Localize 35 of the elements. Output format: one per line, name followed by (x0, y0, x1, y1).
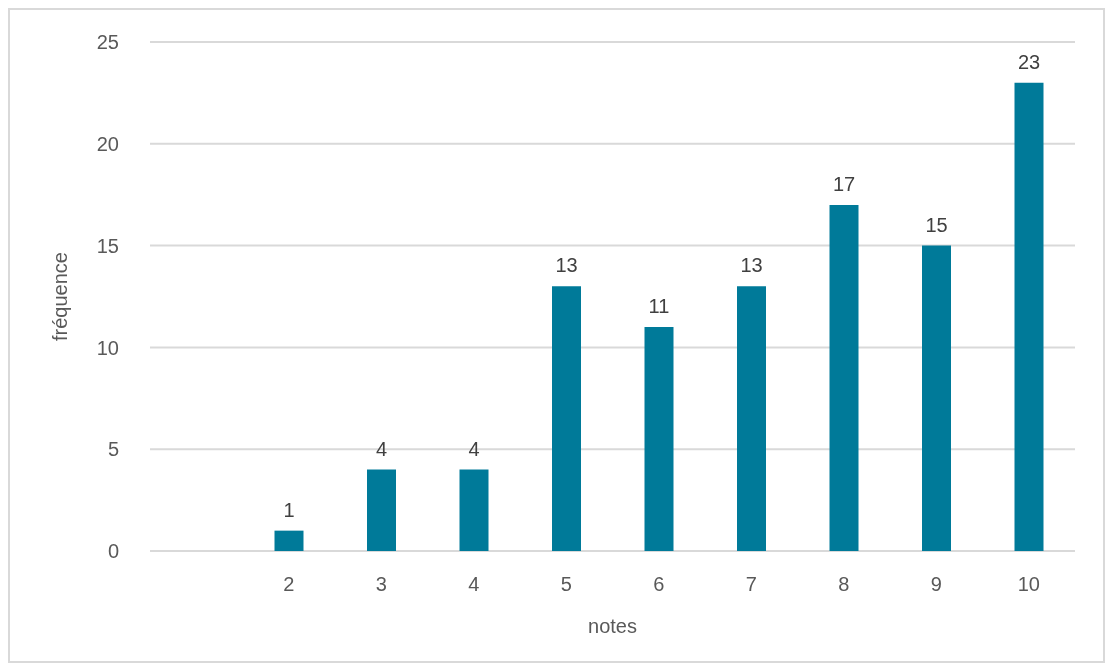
bar (737, 286, 766, 551)
y-tick-label: 20 (96, 132, 119, 155)
x-tick-label: 3 (375, 573, 387, 596)
data-label: 1 (283, 498, 295, 521)
x-axis-title: notes (588, 615, 637, 637)
bar (644, 327, 674, 551)
y-tick-label: 15 (96, 234, 119, 257)
y-tick-label: 0 (107, 540, 119, 563)
data-label: 13 (740, 254, 763, 277)
x-tick-label: 5 (560, 573, 572, 596)
data-label: 23 (1017, 50, 1041, 73)
x-tick-label: 8 (838, 573, 850, 596)
x-tick-label: 2 (283, 573, 295, 596)
x-tick-label: 9 (930, 573, 942, 596)
x-tick-label: 4 (468, 573, 480, 596)
data-label: 11 (648, 295, 670, 318)
data-label: 17 (832, 172, 856, 195)
bar (1014, 82, 1044, 551)
x-tick-label: 7 (745, 573, 757, 596)
y-axis-title: fréquence (49, 252, 72, 341)
bar (552, 286, 581, 551)
data-label: 15 (925, 213, 948, 236)
bar (829, 204, 859, 551)
bar (922, 245, 951, 551)
y-tick-label: 25 (96, 31, 119, 54)
bar (459, 469, 489, 551)
data-label: 13 (555, 254, 578, 277)
x-tick-label: 10 (1017, 573, 1040, 596)
data-label: 4 (468, 437, 480, 460)
bar (367, 469, 396, 551)
data-label: 4 (375, 437, 388, 460)
y-tick-label: 5 (107, 438, 119, 461)
x-tick-label: 6 (653, 573, 665, 596)
bar (274, 530, 304, 551)
y-tick-label: 10 (96, 336, 119, 359)
